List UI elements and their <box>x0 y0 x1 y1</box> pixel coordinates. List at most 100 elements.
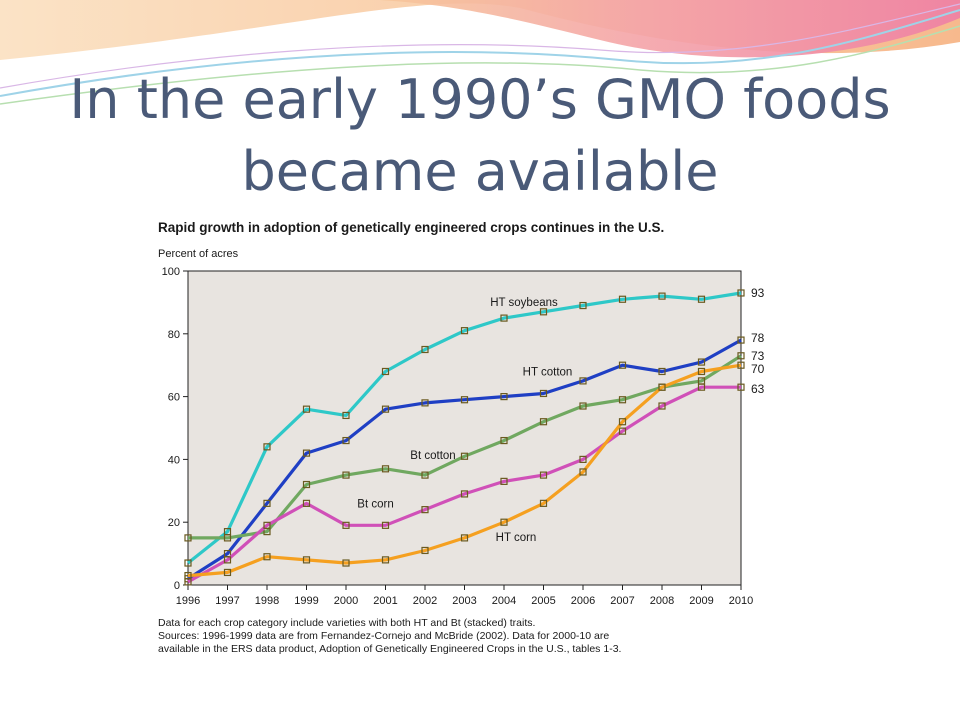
data-point-bt-corn <box>342 521 350 529</box>
end-value-label-ht-corn: 70 <box>751 362 765 376</box>
series-label-ht-cotton: HT cotton <box>523 366 573 378</box>
data-point-bt-corn <box>697 383 706 391</box>
data-point-bt-cotton <box>381 465 390 473</box>
data-point-ht-cotton <box>263 499 271 507</box>
chart-note-1: Data for each crop category include vari… <box>158 617 536 629</box>
data-point-ht-corn <box>539 499 548 507</box>
data-point-bt-corn <box>381 521 390 529</box>
x-tick-label: 2009 <box>689 595 713 607</box>
data-point-bt-corn <box>500 477 508 485</box>
data-point-ht-corn <box>263 553 271 561</box>
series-line-bt-cotton <box>188 354 742 540</box>
data-point-ht-soybeans <box>184 559 192 567</box>
y-axis-label: Percent of acres <box>158 248 239 260</box>
data-point-ht-cotton <box>658 367 666 376</box>
data-point-bt-cotton <box>618 396 627 404</box>
data-point-ht-corn <box>697 367 706 376</box>
data-point-ht-soybeans <box>697 295 706 303</box>
data-point-ht-soybeans <box>539 308 548 316</box>
series-label-ht-soybeans: HT soybeans <box>490 297 558 309</box>
series-label-bt-corn: Bt corn <box>357 498 393 510</box>
data-point-ht-cotton <box>500 393 508 401</box>
series-line-ht-cotton <box>187 338 742 581</box>
data-point-ht-soybeans <box>500 314 508 322</box>
data-point-ht-corn <box>579 468 587 476</box>
data-point-bt-corn <box>737 383 745 391</box>
chart-title: Rapid growth in adoption of genetically … <box>158 220 665 235</box>
x-tick-label: 2001 <box>373 595 397 607</box>
chart-canvas: 0 20 40 60 80 100 1996 1997 1998 1999 2000 2001 2002… <box>162 266 765 607</box>
data-point-ht-soybeans <box>618 295 627 303</box>
data-point-ht-corn <box>618 418 627 426</box>
title-decoration <box>0 0 960 105</box>
data-point-bt-cotton <box>302 480 311 489</box>
x-tick-label: 2003 <box>452 595 476 607</box>
data-point-bt-cotton <box>500 436 508 445</box>
data-point-ht-corn <box>658 383 666 391</box>
chart-figure: 0 20 40 60 80 100 1996 1997 1998 1999 2000 2001 2002… <box>152 214 774 666</box>
data-point-bt-corn <box>579 455 587 463</box>
x-tick-label: 2000 <box>334 595 358 607</box>
data-point-ht-cotton <box>342 436 350 445</box>
data-point-bt-corn <box>302 499 311 507</box>
data-point-bt-cotton <box>184 534 192 542</box>
x-tick-label: 2005 <box>531 595 555 607</box>
data-point-ht-soybeans <box>302 405 311 413</box>
data-point-ht-corn <box>223 568 232 577</box>
data-point-bt-corn <box>618 427 627 435</box>
series-line-bt-corn <box>187 385 741 584</box>
data-point-bt-cotton <box>539 418 548 426</box>
data-point-ht-corn <box>737 361 745 369</box>
data-point-ht-cotton <box>737 336 745 344</box>
data-point-bt-corn <box>421 506 429 514</box>
data-point-ht-cotton <box>618 361 627 369</box>
series-label-ht-corn: HT corn <box>496 532 537 544</box>
end-value-label-bt-cotton: 73 <box>751 349 765 363</box>
end-value-label-ht-cotton: 78 <box>751 331 765 345</box>
data-point-bt-corn <box>263 521 271 529</box>
data-point-ht-soybeans <box>421 345 429 354</box>
y-tick-label: 20 <box>168 517 180 529</box>
slide-title-line-1: In the early 1990’s GMO foods <box>69 68 891 131</box>
y-tick-label: 100 <box>162 266 180 278</box>
data-point-ht-corn <box>421 546 429 555</box>
data-point-ht-soybeans <box>263 443 271 451</box>
data-point-bt-corn <box>658 402 666 410</box>
data-point-ht-cotton <box>421 399 429 407</box>
data-point-ht-corn <box>460 534 469 542</box>
data-point-ht-cotton <box>381 405 390 413</box>
data-point-ht-cotton <box>460 396 469 404</box>
data-point-ht-soybeans <box>381 367 390 376</box>
data-point-ht-cotton <box>539 389 548 398</box>
data-point-ht-corn <box>184 571 192 580</box>
plot-area <box>187 270 742 586</box>
data-point-ht-cotton <box>579 377 587 385</box>
x-tick-label: 2004 <box>492 595 516 607</box>
x-tick-label: 2008 <box>650 595 674 607</box>
data-point-ht-soybeans <box>737 289 745 297</box>
data-point-ht-corn <box>302 556 311 564</box>
series-label-bt-cotton: Bt cotton <box>410 450 455 462</box>
data-point-ht-cotton <box>697 358 706 366</box>
slide-title: In the early 1990’s GMO foods became ava… <box>40 64 920 208</box>
series-line-ht-corn <box>187 363 742 578</box>
y-tick-label: 60 <box>168 392 180 404</box>
x-tick-label: 2010 <box>729 595 753 607</box>
series-line-ht-soybeans <box>187 291 742 565</box>
data-point-bt-cotton <box>223 534 232 542</box>
data-point-ht-corn <box>342 559 350 567</box>
data-point-bt-corn <box>223 556 232 564</box>
data-point-ht-cotton <box>302 449 311 457</box>
x-tick-label: 2006 <box>571 595 595 607</box>
data-point-ht-soybeans <box>342 411 350 420</box>
end-value-label-ht-soybeans: 93 <box>751 286 765 300</box>
y-tick-label: 0 <box>174 580 180 592</box>
x-tick-label: 2007 <box>610 595 634 607</box>
x-tick-label: 1998 <box>255 595 279 607</box>
chart-note-3: available in the ERS data product, Adopt… <box>158 643 622 655</box>
slide-title-line-2: became available <box>241 140 719 203</box>
x-tick-label: 1996 <box>176 595 200 607</box>
data-point-ht-corn <box>381 556 390 564</box>
x-tick-label: 1997 <box>215 595 239 607</box>
data-point-bt-cotton <box>579 402 587 410</box>
